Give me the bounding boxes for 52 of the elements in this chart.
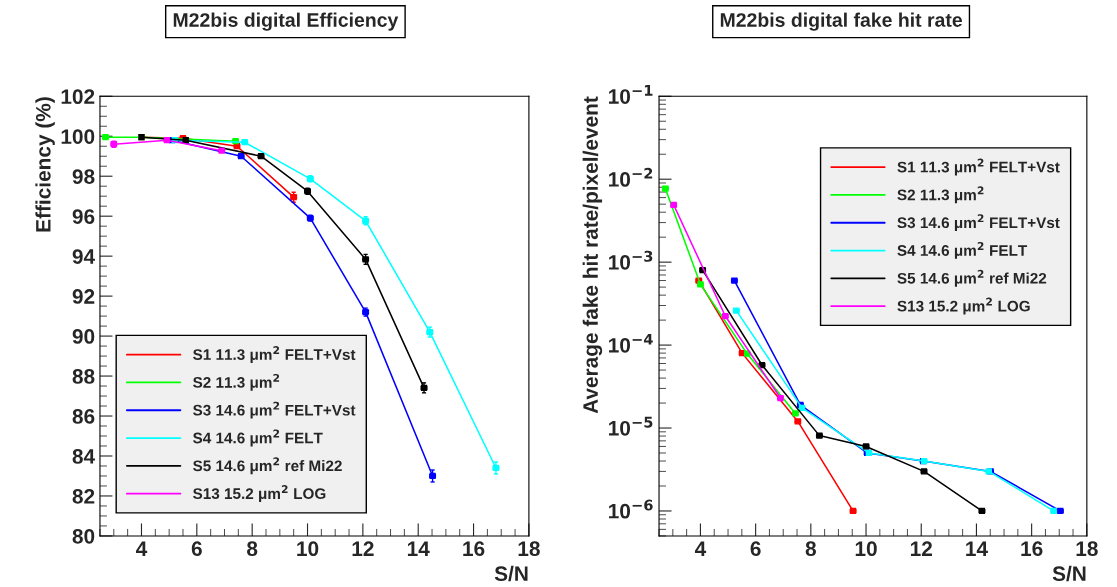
x-tick-label: 10 — [855, 541, 877, 557]
y-tick-label: 100 — [61, 129, 95, 144]
y-tick-label: 90 — [72, 329, 95, 344]
y-tick-label: 102 — [61, 89, 95, 105]
y-tick-label: 86 — [72, 409, 95, 424]
x-tick-label: 6 — [191, 541, 202, 557]
y-tick-label: 80 — [72, 528, 95, 544]
y-tick-label: 98 — [72, 169, 95, 184]
x-tick-label: 14 — [407, 541, 430, 556]
x-tick-label: 14 — [966, 541, 988, 556]
chart-title: M22bis digital Efficiency — [173, 12, 399, 31]
legend-label: S13 15.2 μm$^{2}$ LOG — [193, 485, 326, 502]
legend-label: S4 14.6 μm$^{2}$ FELT — [193, 429, 323, 447]
x-tick-label: 18 — [1076, 541, 1098, 557]
y-tick-label: 10$^{−5}$ — [609, 416, 653, 436]
x-tick-label: 12 — [910, 541, 932, 556]
x-tick-label: 6 — [750, 541, 761, 557]
y-axis-title: Efficiency (%) — [35, 97, 55, 232]
x-tick-label: 16 — [1021, 541, 1043, 557]
y-tick-label: 92 — [72, 289, 95, 304]
x-tick-label: 4 — [694, 541, 707, 556]
legend-label: S1 11.3 μm$^{2}$ FELT+Vst — [193, 346, 356, 363]
x-tick-label: 16 — [463, 541, 485, 557]
y-tick-label: 82 — [72, 488, 95, 504]
legend-label: S2 11.3 μm$^{2}$ — [193, 373, 280, 391]
x-tick-label: 8 — [805, 541, 816, 557]
y-tick-label: 10$^{−6}$ — [609, 499, 653, 519]
legend-label: S1 11.3 μm$^{2}$ FELT+Vst — [897, 158, 1060, 176]
legend-label: S13 15.2 μm$^{2}$ LOG — [897, 297, 1030, 315]
x-axis-title: S/N — [1052, 565, 1086, 582]
x-tick-label: 10 — [297, 541, 319, 557]
legend-label: S4 14.6 μm$^{2}$ FELT — [897, 241, 1028, 259]
x-axis-title: S/N — [494, 565, 528, 582]
y-tick-label: 10$^{−4}$ — [609, 333, 653, 353]
y-tick-label: 10$^{−1}$ — [609, 85, 653, 104]
y-tick-label: 10$^{−2}$ — [609, 167, 653, 187]
legend-label: S5 14.6 μm$^{2}$ ref Mi22 — [193, 457, 342, 475]
y-tick-label: 94 — [72, 249, 95, 264]
x-tick-label: 4 — [136, 541, 148, 556]
legend-label: S3 14.6 μm$^{2}$ FELT+Vst — [897, 214, 1060, 232]
legend-label: S2 11.3 μm$^{2}$ — [897, 186, 984, 204]
y-tick-label: 88 — [72, 369, 95, 384]
y-tick-label: 84 — [72, 448, 95, 464]
x-tick-label: 18 — [518, 541, 540, 557]
chart-title: M22bis digital fake hit rate — [720, 12, 963, 31]
y-tick-label: 10$^{−3}$ — [609, 250, 653, 270]
y-axis-title: Average fake hit rate/pixel/event — [582, 96, 603, 414]
legend-label: S5 14.6 μm$^{2}$ ref Mi22 — [897, 269, 1047, 287]
x-tick-label: 8 — [247, 541, 258, 557]
y-tick-label: 96 — [72, 209, 95, 224]
x-tick-label: 12 — [352, 541, 374, 556]
legend-label: S3 14.6 μm$^{2}$ FELT+Vst — [193, 401, 356, 419]
